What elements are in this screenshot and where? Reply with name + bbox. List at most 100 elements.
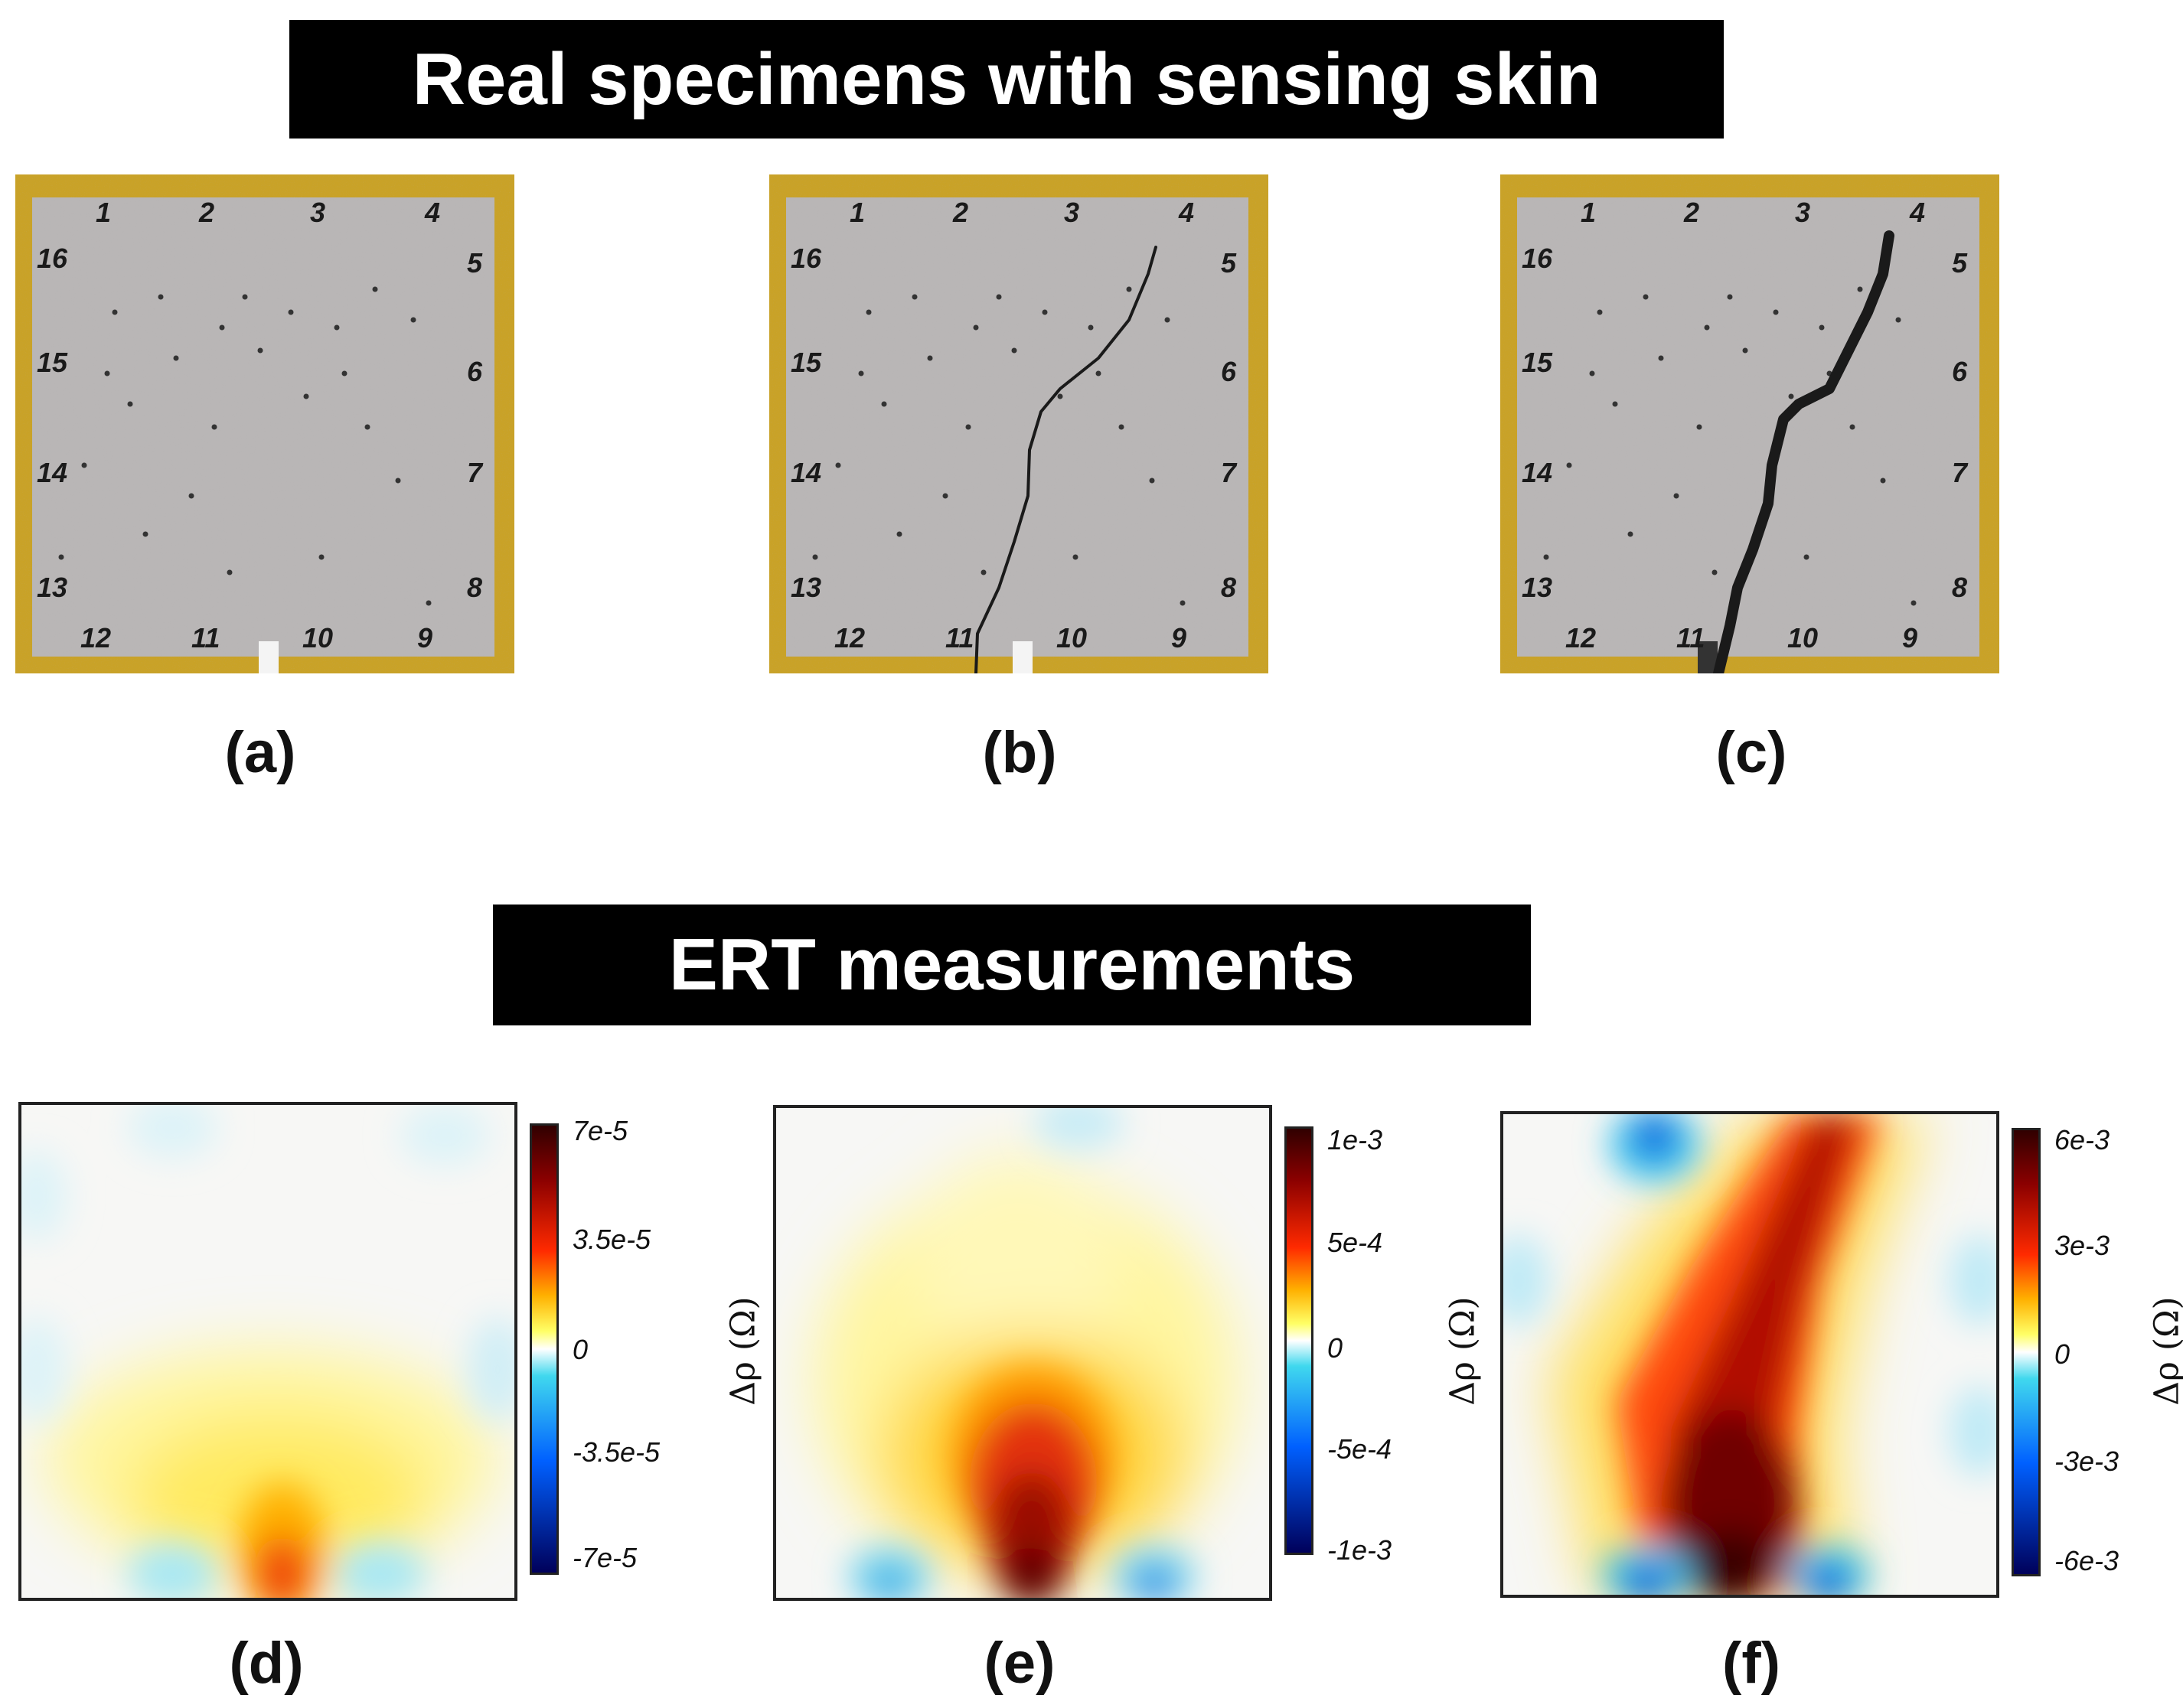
surface-pore (1088, 324, 1094, 331)
surface-pore (1711, 569, 1718, 575)
surface-pore (1057, 393, 1063, 399)
surface-pore (1658, 355, 1664, 361)
electrode-number: 14 (37, 457, 67, 488)
surface-pore (927, 355, 933, 361)
surface-pore (1627, 531, 1633, 537)
surface-pore (211, 424, 217, 430)
surface-pore (395, 478, 401, 484)
electrode-number: 8 (467, 572, 482, 603)
colorbar-e-tick: -5e-4 (1327, 1433, 1392, 1465)
electrode-number: 5 (1952, 247, 1968, 279)
surface-pore (1011, 347, 1017, 354)
surface-pore (158, 294, 164, 300)
electrode-number: 1 (1581, 197, 1596, 228)
electrode-number: 14 (791, 457, 821, 488)
surface-pore (996, 294, 1002, 300)
surface-pore (318, 554, 325, 560)
surface-pore (1773, 309, 1779, 315)
surface-pore (965, 424, 971, 430)
caption-f: (f) (1722, 1631, 1780, 1696)
crack-path (974, 246, 1157, 673)
electrode-number: 3 (310, 197, 325, 228)
surface-pore (812, 554, 818, 560)
electrode-number: 6 (467, 356, 483, 387)
electrode-number: 16 (37, 243, 68, 274)
electrode-number: 3 (1064, 197, 1079, 228)
electrode-number: 15 (791, 347, 822, 378)
colorbar-f-label: Δρ (Ω) (2147, 1296, 2183, 1406)
surface-pore (1180, 600, 1186, 606)
ert-heatmap-f (1500, 1111, 1999, 1598)
electrode-number: 11 (191, 622, 220, 654)
colorbar-e (1284, 1126, 1313, 1555)
surface-texture (1517, 197, 1979, 657)
electrode-number: 13 (1522, 572, 1552, 603)
surface-pore (1566, 462, 1572, 468)
electrode-number: 9 (1902, 622, 1917, 654)
electrode-number: 9 (417, 622, 432, 654)
surface-pore (364, 424, 370, 430)
surface-texture (786, 197, 1248, 657)
caption-c: (c) (1715, 720, 1787, 785)
surface-pore (1895, 317, 1901, 323)
loading-notch (259, 641, 279, 673)
surface-pore (410, 317, 416, 323)
electrode-number: 1 (96, 197, 111, 228)
colorbar-f-tick: 6e-3 (2054, 1124, 2110, 1156)
specimen-photo-b: 1 2 3 4 5 6 7 8 9 10 11 12 13 14 15 16 (769, 174, 1268, 673)
surface-pore (81, 462, 87, 468)
surface-pore (112, 309, 118, 315)
colorbar-e-tick: -1e-3 (1327, 1534, 1392, 1566)
surface-pore (1880, 478, 1886, 484)
surface-pore (1643, 294, 1649, 300)
surface-pore (1849, 424, 1855, 430)
surface-pore (1126, 286, 1132, 292)
electrode-number: 13 (791, 572, 821, 603)
electrode-number: 4 (1909, 197, 1925, 228)
electrode-number: 7 (1952, 457, 1969, 488)
crack-path (1713, 230, 1894, 673)
surface-pore (881, 401, 887, 407)
surface-pore (426, 600, 432, 606)
electrode-number: 2 (198, 197, 214, 228)
colorbar-d-label: Δρ (Ω) (723, 1296, 763, 1406)
electrode-number: 12 (80, 622, 111, 654)
colorbar-f (2012, 1128, 2041, 1576)
surface-texture (32, 197, 494, 657)
surface-pore (1589, 370, 1595, 376)
surface-pore (1072, 554, 1078, 560)
specimen-photo-a: 1 2 3 4 5 6 7 8 9 10 11 12 13 14 15 16 (15, 174, 514, 673)
electrode-number: 16 (1522, 243, 1553, 274)
electrode-number: 10 (1056, 622, 1087, 654)
surface-pore (341, 370, 348, 376)
electrode-number: 12 (834, 622, 865, 654)
surface-pore (912, 294, 918, 300)
electrode-number: 16 (791, 243, 822, 274)
surface-pore (981, 569, 987, 575)
colorbar-d-tick: -3.5e-5 (573, 1436, 661, 1468)
surface-pore (127, 401, 133, 407)
electrode-number: 15 (1522, 347, 1553, 378)
colorbar-d-tick: 0 (573, 1334, 589, 1365)
surface-pore (1727, 294, 1733, 300)
electrode-number: 8 (1221, 572, 1236, 603)
caption-a: (a) (224, 720, 296, 785)
colorbar-e-tick: 1e-3 (1327, 1124, 1383, 1156)
surface-pore (1788, 393, 1794, 399)
electrode-number: 10 (302, 622, 333, 654)
caption-e: (e) (984, 1631, 1056, 1696)
electrode-number: 8 (1952, 572, 1967, 603)
surface-pore (1118, 424, 1124, 430)
caption-b: (b) (982, 720, 1057, 785)
surface-pore (1696, 424, 1702, 430)
banner-ert-measurements: ERT measurements (493, 905, 1531, 1025)
electrode-number: 6 (1221, 356, 1237, 387)
surface-pore (1803, 554, 1809, 560)
electrode-number: 5 (1221, 247, 1237, 279)
surface-pore (942, 493, 948, 499)
electrode-number: 6 (1952, 356, 1968, 387)
ert-heatmap-d (18, 1102, 517, 1601)
electrode-number: 3 (1795, 197, 1810, 228)
surface-pore (1857, 286, 1863, 292)
colorbar-d-tick: 7e-5 (573, 1115, 628, 1146)
